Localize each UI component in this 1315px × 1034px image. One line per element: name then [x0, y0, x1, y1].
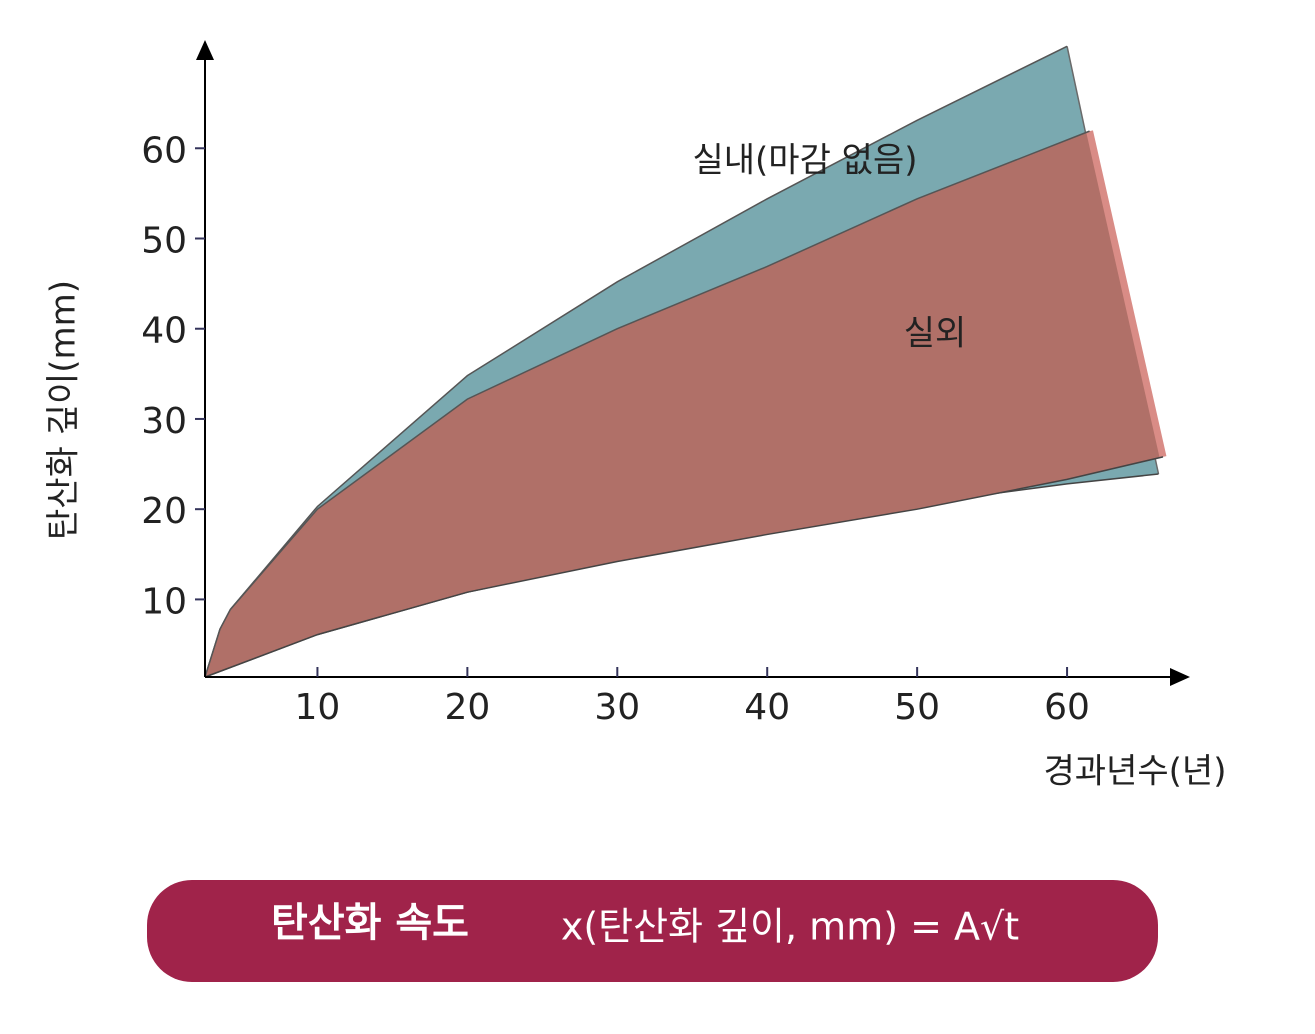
- band-lower: [204, 456, 1164, 678]
- x-tick-label: 30: [594, 687, 640, 728]
- x-tick-label: 60: [1044, 687, 1090, 728]
- y-axis-label: 탄산화 깊이(mm): [44, 280, 84, 540]
- band-edge: [1086, 130, 1167, 458]
- x-tick-label: 50: [894, 687, 940, 728]
- series-label: 실외: [904, 314, 967, 354]
- y-tick-label: 30: [141, 401, 187, 442]
- banner-title: 탄산화 속도: [271, 900, 469, 946]
- x-tick-label: 20: [444, 687, 490, 728]
- x-axis-label: 경과년수(년): [1044, 752, 1227, 792]
- x-tick-label: 40: [744, 687, 790, 728]
- banner: [147, 880, 1158, 982]
- y-tick-label: 40: [141, 311, 187, 352]
- y-tick-label: 20: [141, 491, 187, 532]
- x-tick-label: 10: [295, 687, 341, 728]
- y-tick-label: 60: [141, 130, 187, 171]
- band-upper: [204, 130, 1090, 678]
- series-label: 실내(마감 없음): [692, 141, 917, 181]
- band-area: [205, 131, 1164, 677]
- plot: 10 20 30 40 50 60 10 20 30 40 50 60: [141, 40, 1190, 728]
- y-tick-label: 50: [141, 220, 187, 261]
- x-axis-arrow: [1170, 668, 1190, 686]
- y-tick-label: 10: [141, 581, 187, 622]
- formula: x(탄산화 깊이, mm) = A√t: [561, 905, 1019, 949]
- y-axis-arrow: [196, 40, 214, 60]
